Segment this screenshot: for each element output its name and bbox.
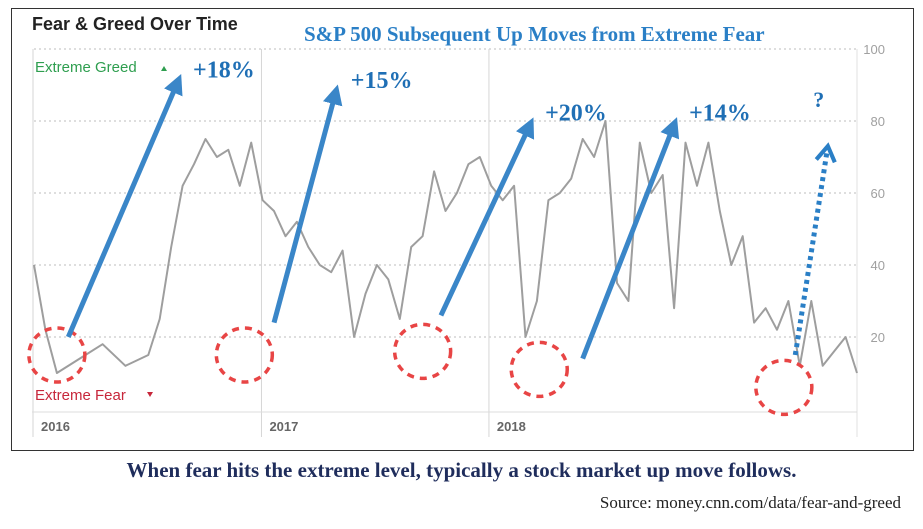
up-move-arrow bbox=[438, 117, 535, 317]
source-note: Source: money.cnn.com/data/fear-and-gree… bbox=[599, 493, 901, 512]
extreme-fear-circle bbox=[392, 322, 453, 381]
up-move-arrow bbox=[65, 74, 183, 338]
triangle-down-icon bbox=[147, 392, 153, 397]
extreme-fear-circle bbox=[27, 326, 87, 384]
move-label: +20% bbox=[545, 101, 607, 127]
up-move-arrow bbox=[271, 84, 343, 324]
y-tick-label: 100 bbox=[863, 42, 885, 57]
up-move-arrow bbox=[580, 117, 680, 360]
caption: When fear hits the extreme level, typica… bbox=[126, 458, 797, 482]
headline: S&P 500 Subsequent Up Moves from Extreme… bbox=[304, 22, 765, 46]
y-tick-label: 80 bbox=[871, 114, 885, 129]
fear-greed-chart: 100 80 60 40 20 2016 2017 2018 +18% +15% +20% +14%… bbox=[27, 14, 885, 437]
series-line bbox=[33, 120, 858, 374]
move-label: +15% bbox=[351, 68, 413, 94]
chart-frame: 100 80 60 40 20 2016 2017 2018 +18% +15% +20% +14%… bbox=[11, 8, 914, 451]
chart-title: Fear & Greed Over Time bbox=[32, 14, 238, 34]
move-label: +14% bbox=[689, 101, 751, 127]
greed-zone-label: Extreme Greed bbox=[35, 59, 137, 76]
x-tick-label: 2018 bbox=[497, 419, 526, 434]
extreme-fear-circle bbox=[509, 340, 569, 399]
triangle-up-icon bbox=[161, 66, 167, 71]
extreme-fear-circle bbox=[754, 358, 814, 417]
x-tick-label: 2016 bbox=[41, 419, 70, 434]
y-tick-label: 40 bbox=[871, 258, 885, 273]
y-tick-label: 60 bbox=[871, 186, 885, 201]
move-label: +18% bbox=[193, 57, 255, 83]
x-tick-label: 2017 bbox=[269, 419, 298, 434]
y-tick-label: 20 bbox=[871, 330, 885, 345]
projected-move-arrow bbox=[792, 142, 837, 356]
question-label: ? bbox=[813, 87, 824, 112]
fear-zone-label: Extreme Fear bbox=[35, 387, 126, 404]
extreme-fear-circle bbox=[214, 326, 275, 384]
